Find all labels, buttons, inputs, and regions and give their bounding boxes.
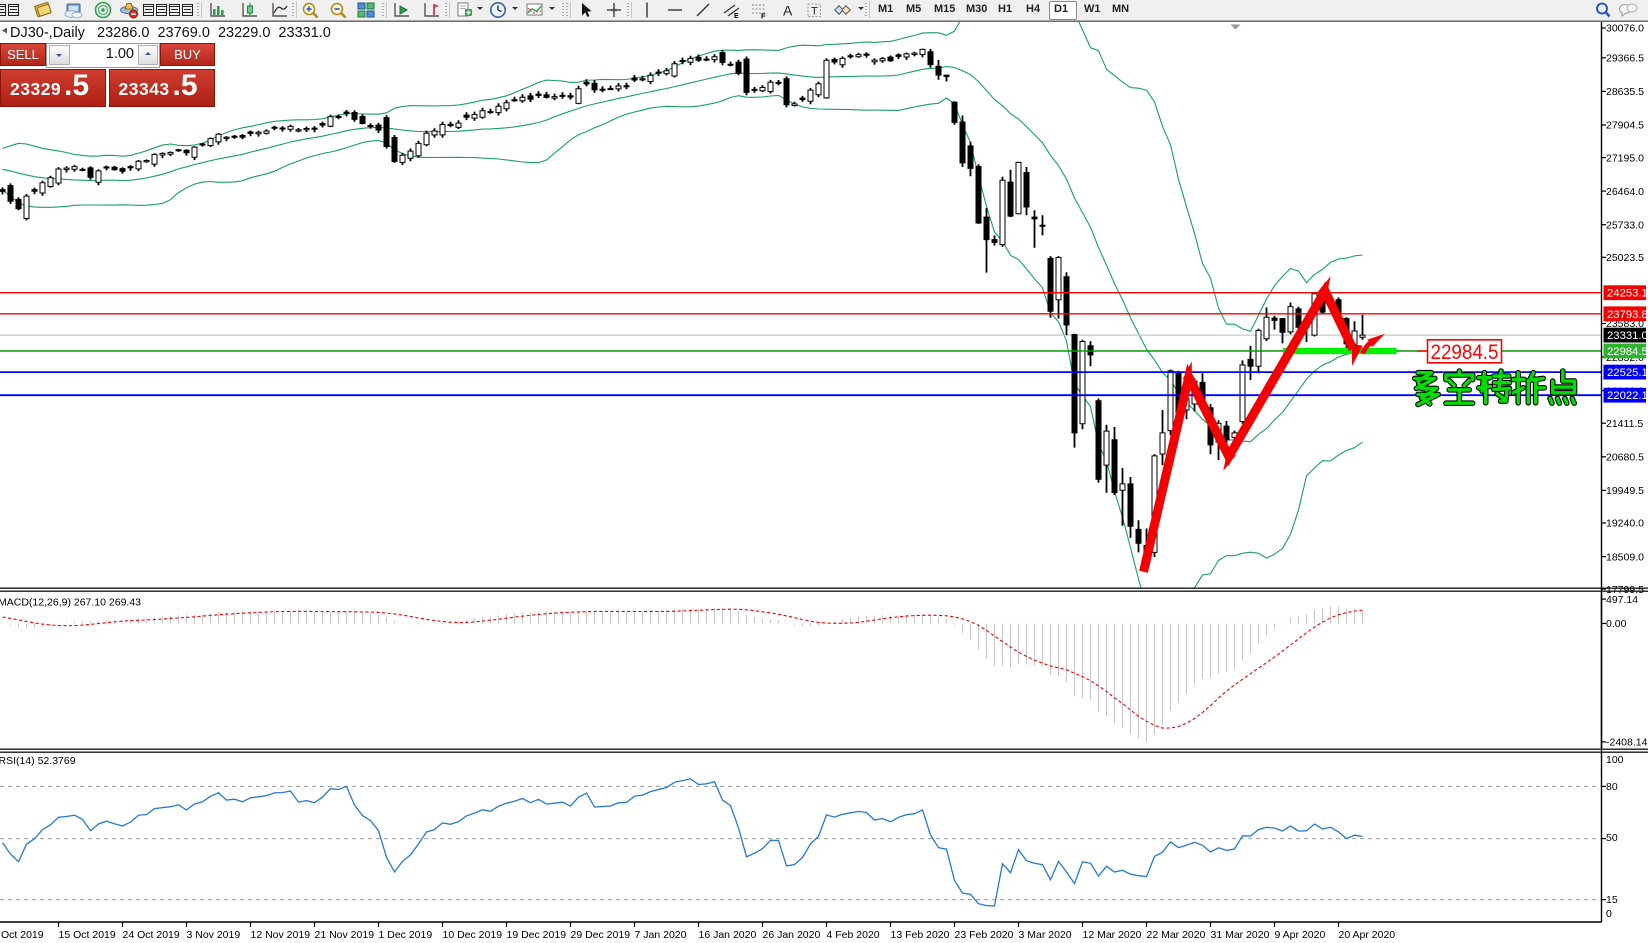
svg-text:22 Mar 2020: 22 Mar 2020 — [1147, 929, 1206, 941]
svg-text:-2408.14: -2408.14 — [1606, 737, 1648, 749]
svg-text:21 Nov 2019: 21 Nov 2019 — [315, 929, 375, 941]
svg-text:7 Jan 2020: 7 Jan 2020 — [635, 929, 687, 941]
svg-text:1 Dec 2019: 1 Dec 2019 — [379, 929, 433, 941]
svg-text:4 Feb 2020: 4 Feb 2020 — [827, 929, 880, 941]
svg-text:23793.8: 23793.8 — [1607, 309, 1648, 321]
svg-text:Oct 2019: Oct 2019 — [1, 929, 44, 941]
svg-text:12 Nov 2019: 12 Nov 2019 — [251, 929, 311, 941]
svg-text:24253.1: 24253.1 — [1607, 288, 1648, 300]
svg-text:3 Mar 2020: 3 Mar 2020 — [1019, 929, 1072, 941]
svg-text:20 Apr 2020: 20 Apr 2020 — [1339, 929, 1396, 941]
svg-text:16 Jan 2020: 16 Jan 2020 — [699, 929, 757, 941]
svg-text:17799.5: 17799.5 — [1606, 584, 1644, 596]
svg-text:31 Mar 2020: 31 Mar 2020 — [1211, 929, 1270, 941]
svg-text:50: 50 — [1606, 832, 1618, 844]
svg-text:15: 15 — [1606, 894, 1618, 906]
svg-text:21411.5: 21411.5 — [1606, 418, 1643, 430]
svg-text:100: 100 — [1606, 754, 1624, 766]
svg-text:28635.5: 28635.5 — [1606, 86, 1644, 98]
svg-text:12 Mar 2020: 12 Mar 2020 — [1083, 929, 1142, 941]
svg-text:MACD(12,26,9) 267.10 269.43: MACD(12,26,9) 267.10 269.43 — [0, 597, 141, 609]
svg-text:30076.0: 30076.0 — [1606, 23, 1644, 35]
svg-text:497.14: 497.14 — [1606, 594, 1638, 606]
svg-text:F: F — [761, 12, 766, 20]
svg-text:22525.1: 22525.1 — [1607, 367, 1648, 379]
svg-text:20680.5: 20680.5 — [1606, 452, 1644, 464]
svg-text:15 Oct 2019: 15 Oct 2019 — [59, 929, 116, 941]
svg-text:3 Nov 2019: 3 Nov 2019 — [187, 929, 241, 941]
svg-text:22022.1: 22022.1 — [1607, 390, 1648, 402]
svg-text:27195.0: 27195.0 — [1606, 152, 1644, 164]
svg-text:0.00: 0.00 — [1606, 618, 1627, 630]
svg-text:26 Jan 2020: 26 Jan 2020 — [763, 929, 821, 941]
svg-text:23331.0: 23331.0 — [1607, 330, 1648, 342]
svg-text:19240.0: 19240.0 — [1606, 518, 1644, 530]
svg-text:T: T — [811, 6, 818, 18]
svg-text:19949.5: 19949.5 — [1606, 485, 1644, 497]
svg-text:29366.5: 29366.5 — [1606, 53, 1644, 65]
svg-text:24 Oct 2019: 24 Oct 2019 — [123, 929, 180, 941]
svg-text:23 Feb 2020: 23 Feb 2020 — [955, 929, 1014, 941]
svg-text:25733.0: 25733.0 — [1606, 219, 1644, 231]
svg-text:23583.0: 23583.0 — [1606, 318, 1644, 330]
svg-text:29 Dec 2019: 29 Dec 2019 — [571, 929, 631, 941]
svg-text:22984.5: 22984.5 — [1607, 346, 1648, 358]
svg-text:10 Dec 2019: 10 Dec 2019 — [443, 929, 503, 941]
svg-text:E: E — [734, 13, 739, 19]
svg-text:A: A — [783, 3, 793, 19]
svg-text:19 Dec 2019: 19 Dec 2019 — [507, 929, 567, 941]
svg-text:DJ30-,Daily 23286.0 23769.0: DJ30-,Daily 23286.0 23769.0 23229.0 2333… — [10, 25, 331, 41]
svg-text:9 Apr 2020: 9 Apr 2020 — [1275, 929, 1326, 941]
svg-text:22984.5: 22984.5 — [1431, 340, 1499, 364]
svg-text:26464.0: 26464.0 — [1606, 186, 1644, 198]
svg-text:27904.5: 27904.5 — [1606, 120, 1644, 132]
svg-text:25023.5: 25023.5 — [1606, 252, 1644, 264]
svg-text:RSI(14) 52.3769: RSI(14) 52.3769 — [0, 755, 76, 767]
svg-text:0: 0 — [1606, 908, 1612, 920]
svg-text:18509.0: 18509.0 — [1606, 551, 1644, 563]
svg-text:13 Feb 2020: 13 Feb 2020 — [891, 929, 950, 941]
svg-text:80: 80 — [1606, 781, 1618, 793]
